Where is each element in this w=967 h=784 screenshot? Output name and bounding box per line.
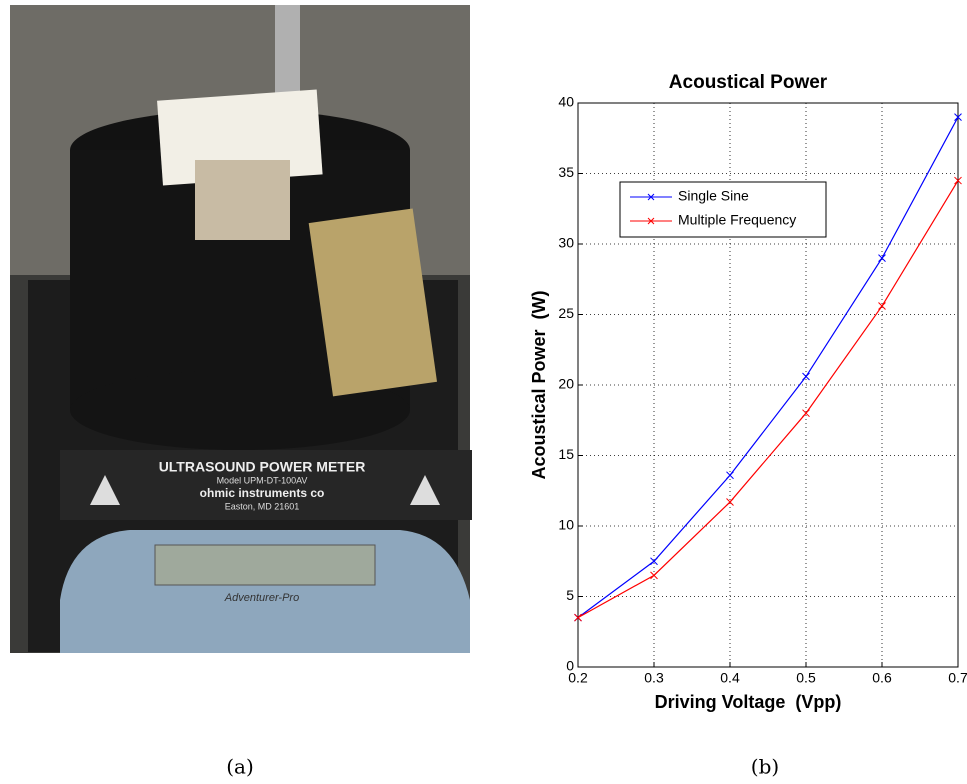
y-tick-label: 30 [558,235,574,251]
x-tick-label: 0.6 [872,670,892,686]
point-marker [650,571,658,580]
y-tick-label: 35 [558,164,574,180]
point-marker [954,176,962,185]
photo-label: Adventurer-Pro [224,592,299,604]
photo-meter-panel [60,450,472,520]
photo-display [154,544,376,586]
photo-mask [0,653,480,784]
y-axis-label: Acoustical Power (W) [529,290,549,479]
y-tick-label: 20 [558,376,574,392]
chart: Acoustical Power Driving Voltage (Vpp) A… [529,72,967,712]
photo-sticker [308,208,438,397]
legend-marker [647,217,655,225]
y-tick-label: 25 [558,305,574,321]
photo-label: Easton, MD 21601 [225,501,300,511]
photo-label: ohmic instruments co [200,486,325,500]
x-axis-label: Driving Voltage (Vpp) [655,692,842,712]
x-tick-label: 0.7 [948,670,967,686]
caption: (b) [751,755,779,779]
legend-marker [647,193,655,201]
caption: (a) [226,755,254,779]
photo-label: ULTRASOUND POWER METER [159,459,366,475]
y-tick-label: 0 [566,658,574,674]
y-tick-label: 40 [558,94,574,110]
legend-box [619,181,827,238]
point-marker [954,113,962,121]
x-tick-label: 0.2 [568,670,588,686]
photo-transducer [195,160,290,240]
plot-frame [577,102,959,668]
legend-label: Single Sine [678,188,749,204]
chart-title: Acoustical Power [669,72,828,93]
x-tick-label: 0.5 [796,670,816,686]
point-marker [878,302,886,310]
photo: ULTRASOUND POWER METER Model UPM-DT-100A… [0,5,480,784]
photo-rod [275,5,300,100]
x-tick-label: 0.3 [644,670,664,686]
photo-cylinder-bottom [70,370,410,450]
photo-label: Model UPM-DT-100AV [217,475,308,485]
point-marker [802,372,810,381]
point-marker [650,557,658,566]
point-marker [726,498,734,506]
point-marker [802,409,810,418]
point-marker [878,254,886,262]
legend-label: Multiple Frequency [678,212,796,228]
series-line [577,180,959,619]
series-line [577,116,959,619]
photo-logo-right [410,475,440,505]
y-tick-label: 15 [558,446,574,462]
point-marker [574,613,582,622]
y-tick-label: 5 [566,587,574,603]
y-tick-label: 10 [558,517,574,533]
point-marker [726,471,734,480]
x-tick-label: 0.4 [720,670,740,686]
photo-logo-left [90,475,120,505]
